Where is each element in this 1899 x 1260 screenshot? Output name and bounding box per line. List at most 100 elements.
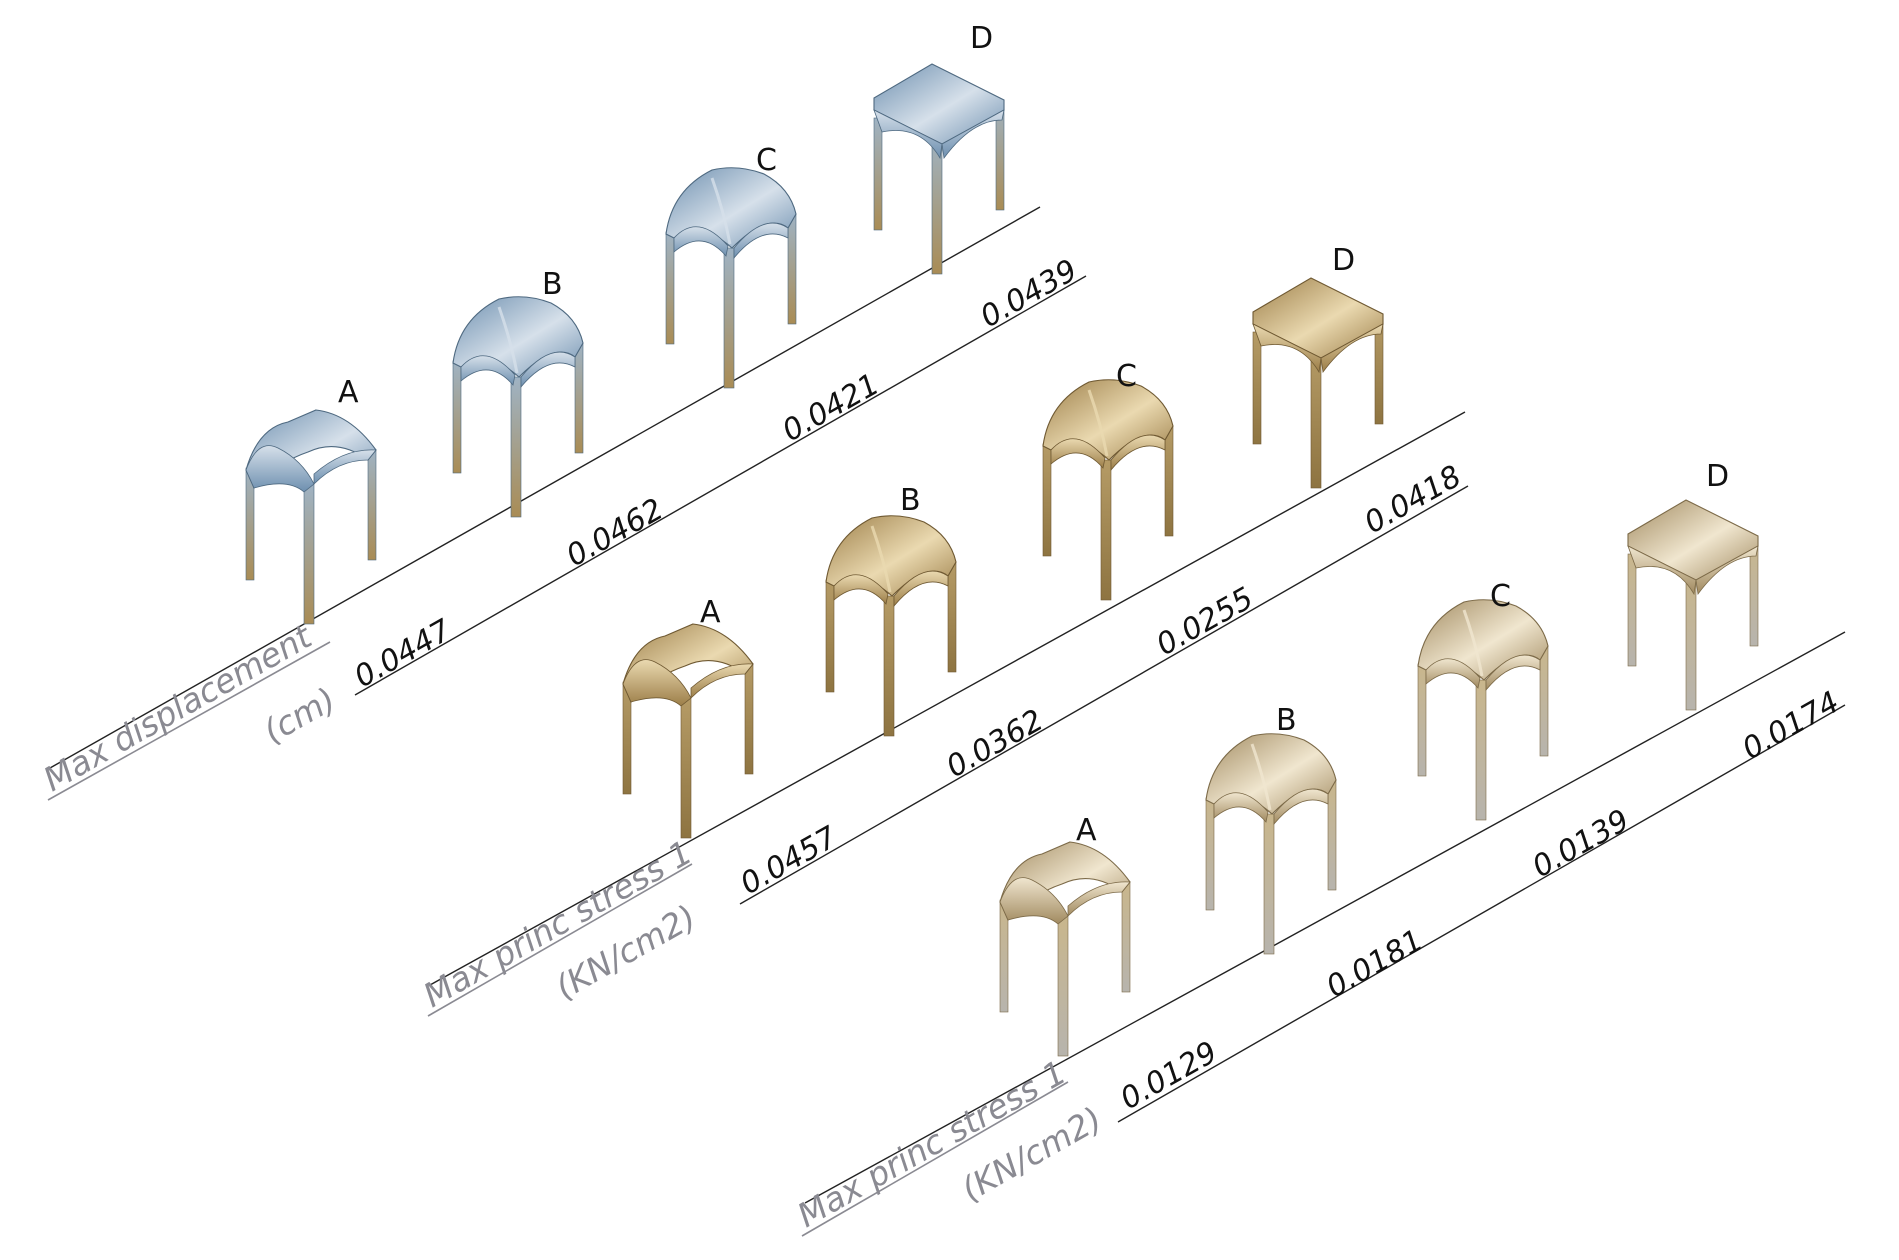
vault-leg <box>367 449 377 561</box>
model-letter-A: A <box>1076 813 1097 848</box>
vault-arch <box>1320 323 1384 374</box>
vault-roof <box>873 63 1005 145</box>
title-underline <box>427 863 693 1017</box>
vault-leg <box>452 360 462 474</box>
title-underline <box>47 641 331 801</box>
upper-axis-line <box>429 411 1466 986</box>
vault-leg <box>825 579 835 693</box>
vault-rib <box>1087 389 1109 457</box>
vault-leg <box>1539 645 1549 757</box>
vault-leg <box>1057 915 1069 1057</box>
vault-roof <box>1627 499 1759 581</box>
vault-leg <box>1121 881 1131 993</box>
value-B: 0.0362 <box>941 703 1050 785</box>
vault-D <box>1627 499 1759 711</box>
vault-rib <box>1462 609 1484 677</box>
vault-leg <box>1100 459 1112 601</box>
vault-arch <box>1695 545 1759 596</box>
vault-arch <box>520 351 576 389</box>
vault-leg <box>1164 425 1174 537</box>
value-C: 0.0139 <box>1527 803 1636 885</box>
lower-axis-line <box>354 275 1087 696</box>
vault-arch <box>999 877 1069 925</box>
vault-B <box>825 515 957 737</box>
value-A: 0.0129 <box>1115 1035 1224 1117</box>
title-underline <box>801 1081 1069 1237</box>
vault-rib <box>710 177 732 245</box>
vault-B <box>452 296 584 518</box>
vault-leg <box>680 697 692 839</box>
vault-arch <box>1213 792 1269 823</box>
model-letter-D: D <box>1706 459 1729 494</box>
model-letter-D: D <box>1332 243 1355 278</box>
vault-leg <box>303 483 315 625</box>
vault-arch <box>622 659 692 707</box>
vault-leg <box>510 376 522 518</box>
value-D: 0.0418 <box>1359 459 1468 541</box>
vault-leg <box>1263 813 1275 955</box>
vault-arch <box>1110 434 1166 472</box>
model-letter-C: C <box>1116 359 1137 394</box>
vault-leg <box>787 213 797 325</box>
value-C: 0.0421 <box>777 367 886 449</box>
vault-leg <box>1417 663 1427 777</box>
vault-D <box>873 63 1005 275</box>
vault-arch <box>1067 881 1131 917</box>
value-A: 0.0457 <box>735 820 844 902</box>
vault-leg <box>574 342 584 454</box>
model-letter-B: B <box>542 267 563 302</box>
model-letter-A: A <box>700 595 721 630</box>
vault-leg <box>1205 797 1215 911</box>
vault-arch <box>1273 788 1329 826</box>
value-D: 0.0439 <box>975 253 1084 335</box>
vault-rib <box>1250 743 1272 811</box>
vault-leg <box>1627 553 1637 667</box>
value-D: 0.0174 <box>1737 685 1846 767</box>
vault-rib <box>870 525 892 593</box>
vault-arch <box>1050 438 1106 469</box>
vault-arch <box>673 226 729 257</box>
vault-arch <box>690 663 754 699</box>
vault-arch <box>245 445 315 493</box>
vault-arch <box>1252 323 1322 374</box>
lower-axis-line <box>1117 704 1846 1123</box>
vault-rib <box>497 306 519 374</box>
model-letter-B: B <box>900 483 921 518</box>
vault-arch <box>1425 658 1481 689</box>
vault-A <box>245 409 377 625</box>
value-C: 0.0255 <box>1151 581 1260 663</box>
vault-arch <box>941 109 1005 160</box>
vault-leg <box>1327 779 1337 891</box>
vault-leg <box>883 595 895 737</box>
upper-axis-line <box>804 631 1846 1204</box>
vault-arch <box>733 222 789 260</box>
vault-C <box>1042 379 1174 601</box>
vault-leg <box>723 247 735 389</box>
vault-D <box>1252 277 1384 489</box>
vault-arch <box>1627 545 1697 596</box>
value-B: 0.0181 <box>1321 923 1430 1005</box>
vault-arch <box>313 449 377 485</box>
vault-arch <box>1485 654 1541 692</box>
vault-arch <box>873 109 943 160</box>
value-A: 0.0447 <box>349 613 458 695</box>
vault-B <box>1205 733 1337 955</box>
vault-leg <box>1475 679 1487 821</box>
model-letter-D: D <box>970 21 993 56</box>
model-letter-C: C <box>756 143 777 178</box>
vault-arch <box>460 355 516 386</box>
vault-leg <box>744 663 754 775</box>
vault-C <box>1417 599 1549 821</box>
vault-leg <box>665 231 675 345</box>
vault-C <box>665 167 797 389</box>
value-B: 0.0462 <box>561 492 670 574</box>
vault-leg <box>873 117 883 231</box>
vault-leg <box>1252 331 1262 445</box>
row-unit: (cm) <box>257 680 342 751</box>
vault-arch <box>833 574 889 605</box>
model-letter-B: B <box>1276 703 1297 738</box>
vault-leg <box>1042 443 1052 557</box>
row-displacement: Max displacement (cm) A B C D 0.0447 0.0… <box>37 21 1087 801</box>
vault-roof <box>1252 277 1384 359</box>
